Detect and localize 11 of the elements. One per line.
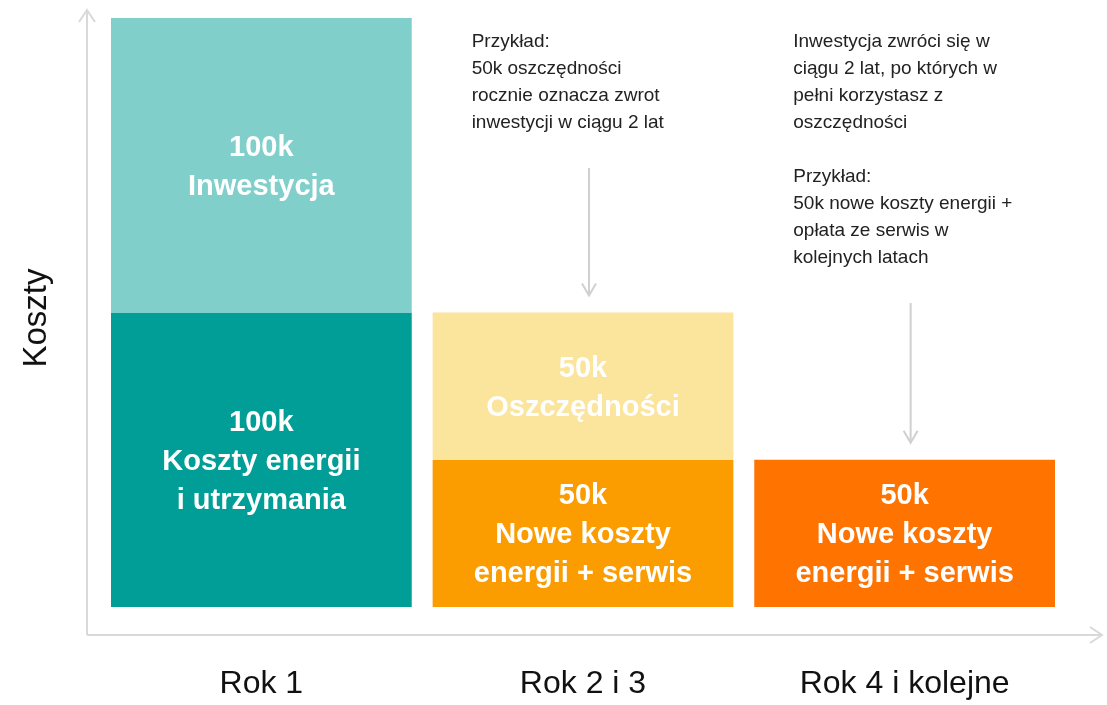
data-label: 100k Inwestycja [188, 129, 336, 201]
data-label: 100k Koszty energii i utrzymania [162, 404, 361, 515]
data-label: 50k Nowe koszty energii + serwis [795, 478, 1014, 589]
data-label: 50k Oszczędności [486, 350, 680, 422]
x-tick-label: Rok 4 i kolejne [799, 664, 1010, 700]
text: Inwestycja zwróci się w ciągu 2 lat, po których w pełni korzystasz z oszczędności Przykład: 50k nowe koszty energii + opłata ze serwis w kolejnych latach [793, 30, 1013, 267]
annotation: Przykład: 50k oszczędności rocznie oznacza zwrot inwestycji w ciągu 2 lat [471, 30, 665, 132]
x-tick-label: Rok 1 [219, 664, 304, 700]
data-label: 50k Nowe koszty energii + serwis [473, 478, 693, 589]
y-axis-title: Koszty [15, 267, 53, 368]
x-tick-label: Rok 2 i 3 [519, 664, 647, 700]
